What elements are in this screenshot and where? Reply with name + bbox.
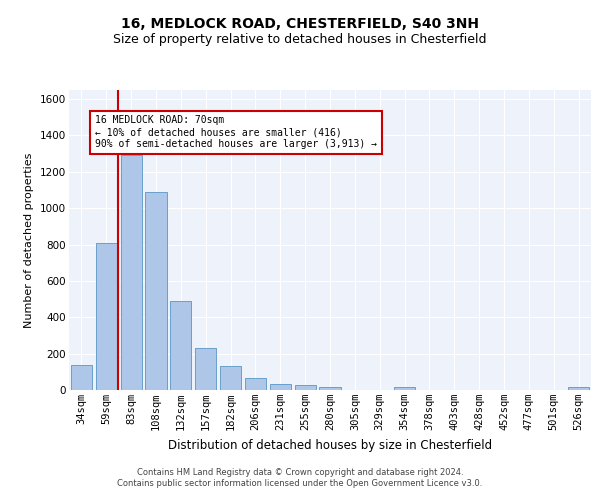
X-axis label: Distribution of detached houses by size in Chesterfield: Distribution of detached houses by size … xyxy=(168,438,492,452)
Bar xyxy=(121,156,142,390)
Y-axis label: Number of detached properties: Number of detached properties xyxy=(25,152,34,328)
Bar xyxy=(568,388,589,390)
Text: 16 MEDLOCK ROAD: 70sqm
← 10% of detached houses are smaller (416)
90% of semi-de: 16 MEDLOCK ROAD: 70sqm ← 10% of detached… xyxy=(95,116,377,148)
Text: 16, MEDLOCK ROAD, CHESTERFIELD, S40 3NH: 16, MEDLOCK ROAD, CHESTERFIELD, S40 3NH xyxy=(121,18,479,32)
Bar xyxy=(170,301,191,390)
Bar xyxy=(145,192,167,390)
Bar xyxy=(245,378,266,390)
Bar xyxy=(71,366,92,390)
Bar xyxy=(96,242,117,390)
Bar xyxy=(220,366,241,390)
Bar xyxy=(319,388,341,390)
Bar xyxy=(394,388,415,390)
Text: Size of property relative to detached houses in Chesterfield: Size of property relative to detached ho… xyxy=(113,32,487,46)
Text: Contains HM Land Registry data © Crown copyright and database right 2024.
Contai: Contains HM Land Registry data © Crown c… xyxy=(118,468,482,487)
Bar xyxy=(270,384,291,390)
Bar xyxy=(295,386,316,390)
Bar xyxy=(195,348,216,390)
